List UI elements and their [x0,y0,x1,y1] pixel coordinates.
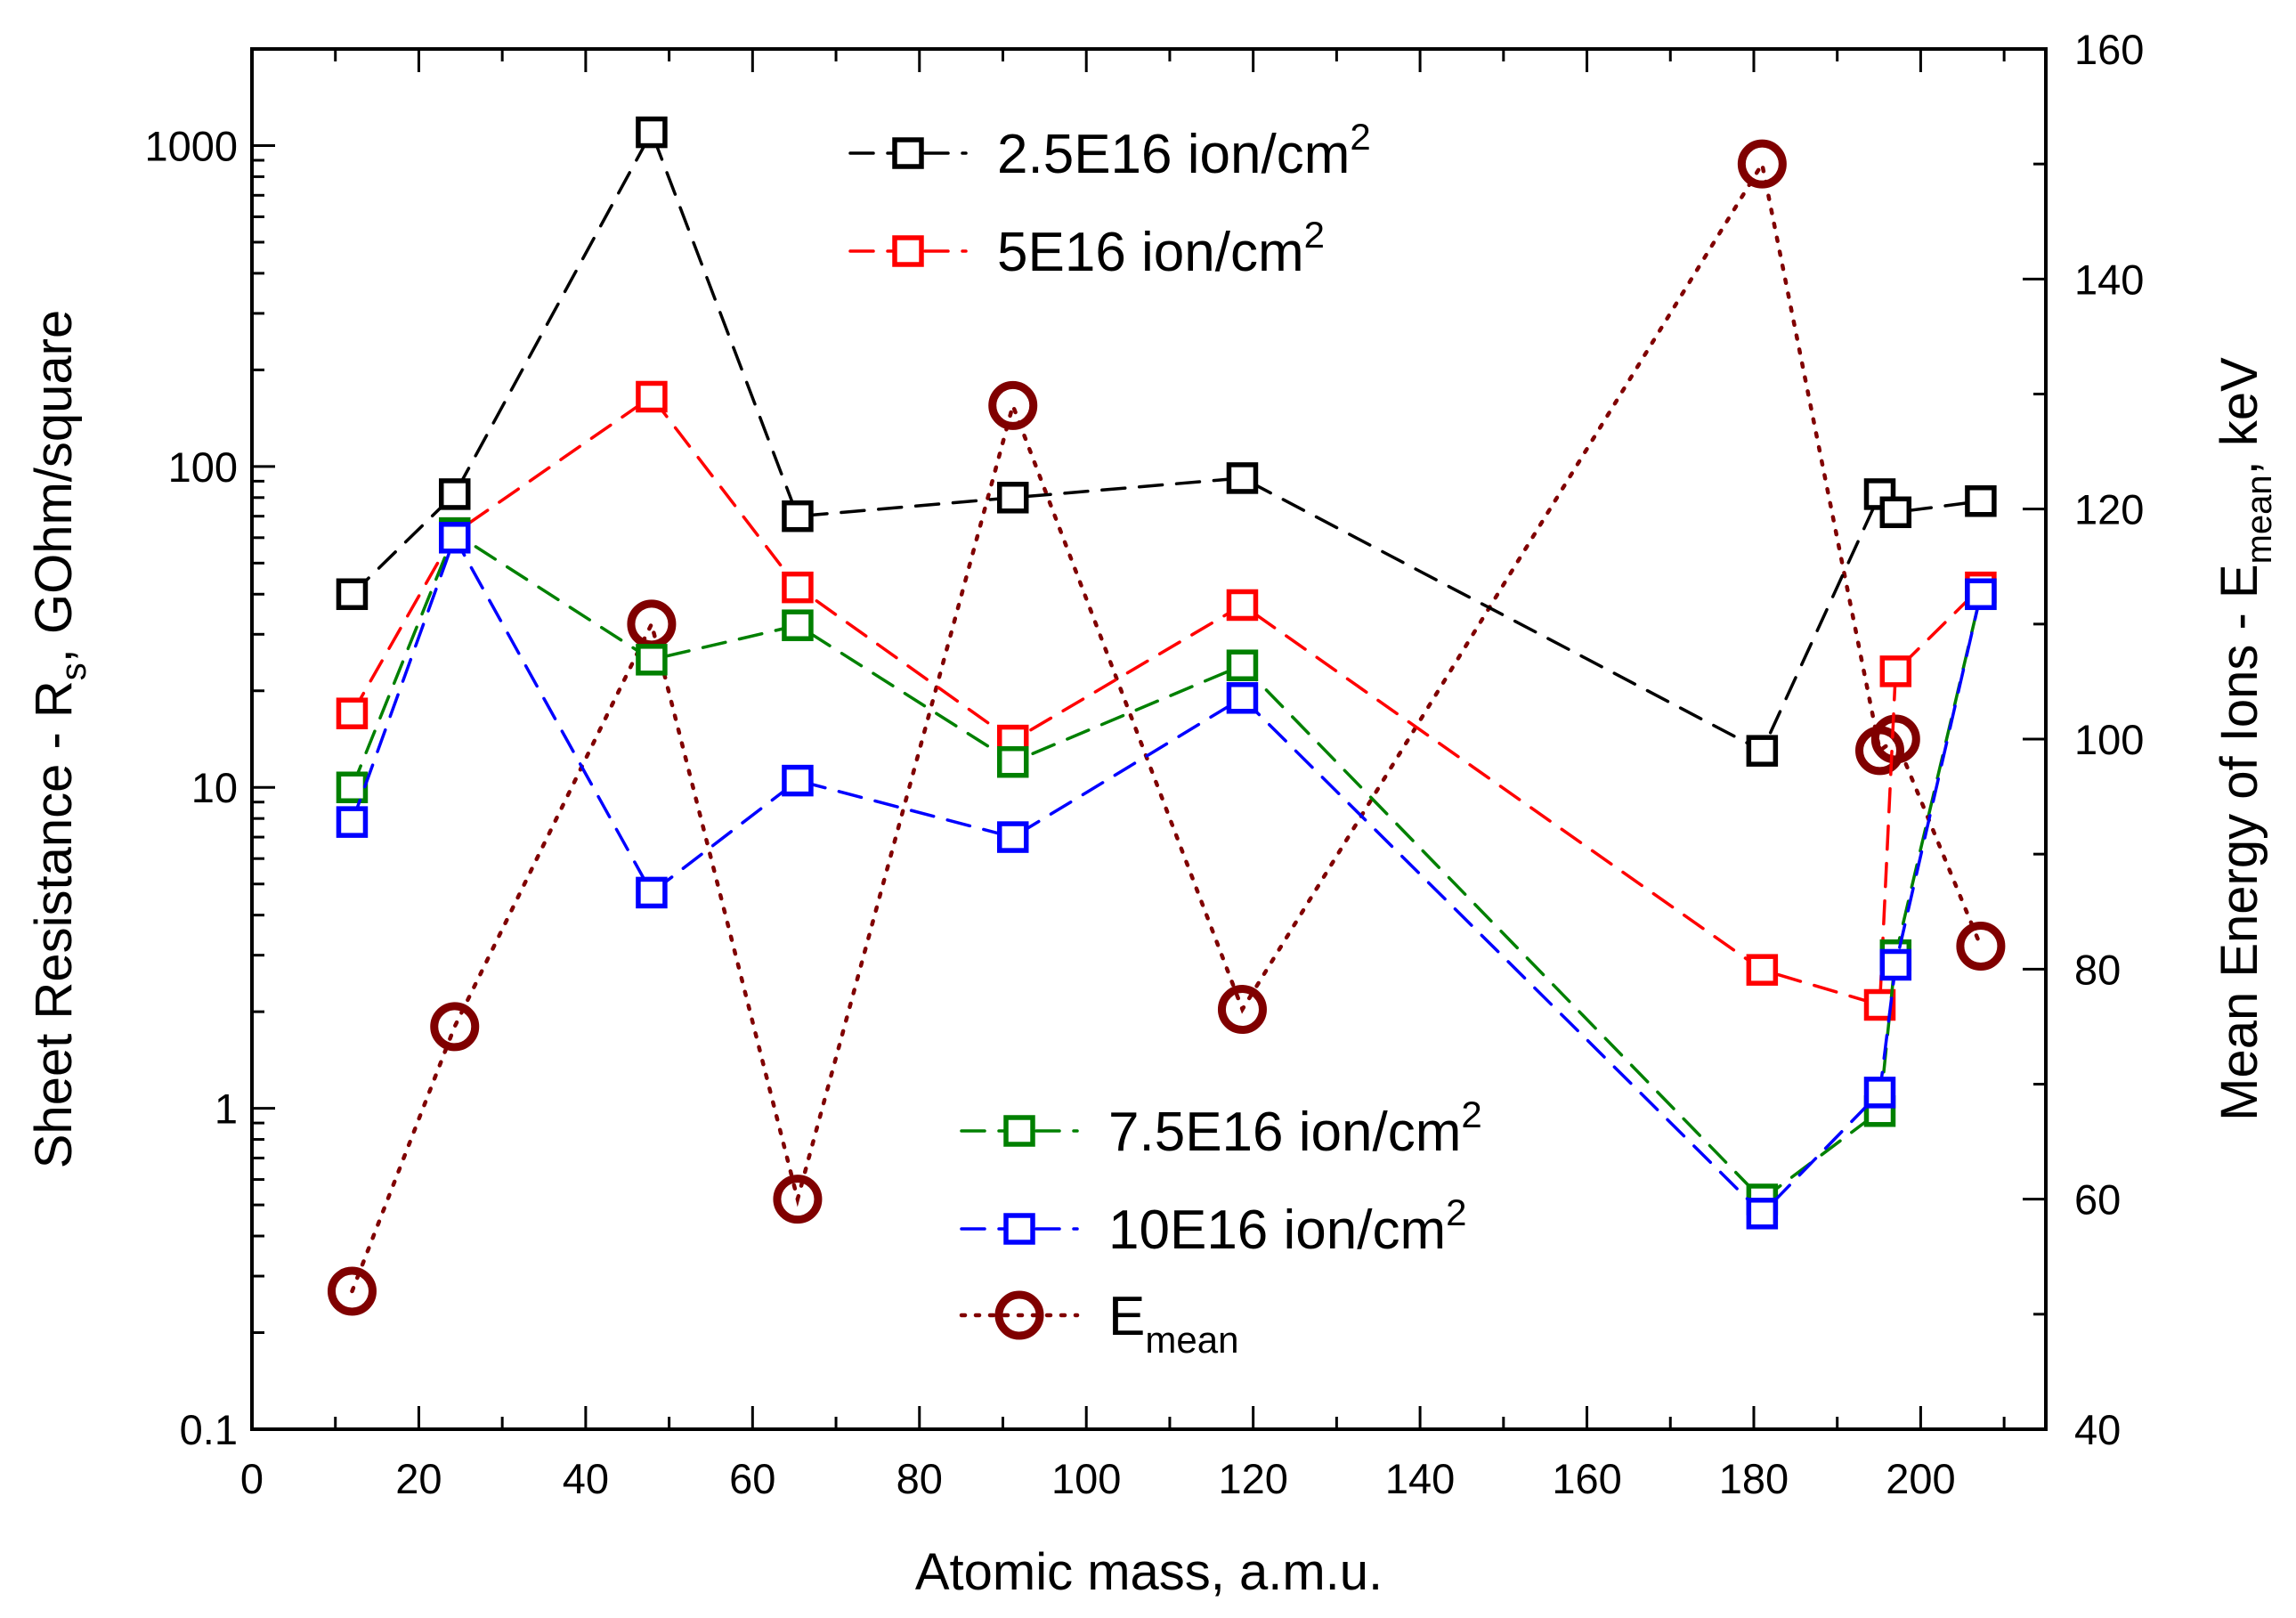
series-4-point [1737,139,1787,189]
y-right-axis-title: Mean Energy of Ions - Emean, keV [2211,357,2279,1121]
x-tick-label: 200 [1886,1455,1955,1502]
series-0-point [438,478,471,510]
series-2-line [350,531,1983,1202]
series-4-point [988,380,1038,430]
series-2-point [1226,649,1259,681]
y-right-tick-label: 40 [2074,1406,2121,1453]
legend-entry-2: 7.5E16 ion/cm2 [960,1094,1482,1163]
legend-marker [1003,1115,1035,1147]
series-0-point [782,500,814,533]
x-axis-title: Atomic mass, a.m.u. [915,1543,1383,1601]
series-3-point [996,821,1029,853]
series-0-point [1965,485,1997,517]
series-2-point [782,609,814,641]
legend-label: 2.5E16 ion/cm2 [997,116,1371,185]
x-tick-label: 160 [1552,1455,1621,1502]
legend-marker [892,235,924,267]
series-2-point [636,644,668,676]
series-1-point [1226,589,1259,622]
series-1-point [636,380,668,413]
x-tick-label: 60 [729,1455,775,1502]
series-1-point [1863,988,1896,1021]
series-3-point [1226,682,1259,714]
series-1 [336,380,1997,1021]
series-4-point [773,1175,823,1224]
series-2-point [996,745,1029,778]
x-tick-label: 100 [1051,1455,1121,1502]
y-right-tick-label: 120 [2074,486,2144,533]
series-1-point [1879,655,1912,687]
series-3-line [350,533,1983,1216]
series-1-line [350,394,1983,1007]
y-right-tick-label: 160 [2074,26,2144,73]
y-right-tick-label: 140 [2074,256,2144,303]
legend-label: 10E16 ion/cm2 [1108,1191,1466,1261]
series-4-point [327,1266,377,1316]
legend-entry-1: 5E16 ion/cm2 [848,214,1325,283]
legend-entry-3: 10E16 ion/cm2 [960,1191,1466,1261]
legend-label: 5E16 ion/cm2 [997,214,1325,283]
x-tick-label: 20 [395,1455,442,1502]
series-3-point [1746,1198,1779,1230]
series-0-point [1226,462,1259,494]
y-left-axis-title: Sheet Resistance - Rs, GOhm/square [25,310,93,1169]
series-3-point [782,764,814,797]
legend-marker [1003,1213,1035,1245]
series-3-point [1879,948,1912,981]
series-3-point [636,876,668,909]
y-right-tick-label: 100 [2074,716,2144,763]
legend-marker [994,1290,1044,1340]
x-tick-label: 120 [1218,1455,1287,1502]
legend-label: Emean [1108,1286,1238,1361]
x-tick-label: 140 [1385,1455,1455,1502]
y-left-tick-label: 1 [215,1085,238,1133]
series-0-point [996,482,1029,514]
series-4-point [1956,922,2006,971]
series-0-point [1746,735,1779,767]
series-1-point [336,697,369,729]
series-0-point [336,578,369,611]
legend-label: 7.5E16 ion/cm2 [1108,1094,1482,1163]
legend-marker [892,137,924,169]
series-1-point [1746,954,1779,986]
series-3-point [1965,578,1997,611]
y-left-tick-label: 10 [191,764,238,811]
series-4-point [1870,714,1920,764]
series-1-point [782,571,814,604]
y-right-tick-label: 80 [2074,946,2121,993]
series-3-point [438,522,471,554]
x-tick-label: 80 [896,1455,943,1502]
legend-entry-0: 2.5E16 ion/cm2 [848,116,1371,185]
y-left-tick-label: 0.1 [180,1406,238,1453]
legend-entry-4: Emean [959,1286,1238,1361]
series-3-point [336,806,369,838]
y-right-tick-label: 60 [2074,1176,2121,1224]
series-3 [336,522,1997,1230]
series-0-point [1879,496,1912,529]
x-tick-label: 40 [563,1455,609,1502]
y-left-tick-label: 100 [168,443,238,491]
series-3-point [1863,1077,1896,1109]
series-4-point [430,1002,480,1052]
x-tick-label: 0 [240,1455,264,1502]
series-4 [327,139,2006,1316]
series-0-point [636,116,668,149]
series-0 [336,116,1997,767]
series-2-point [336,771,369,803]
x-tick-label: 180 [1719,1455,1789,1502]
series-4-point [1217,985,1267,1035]
y-left-tick-label: 1000 [144,122,238,169]
